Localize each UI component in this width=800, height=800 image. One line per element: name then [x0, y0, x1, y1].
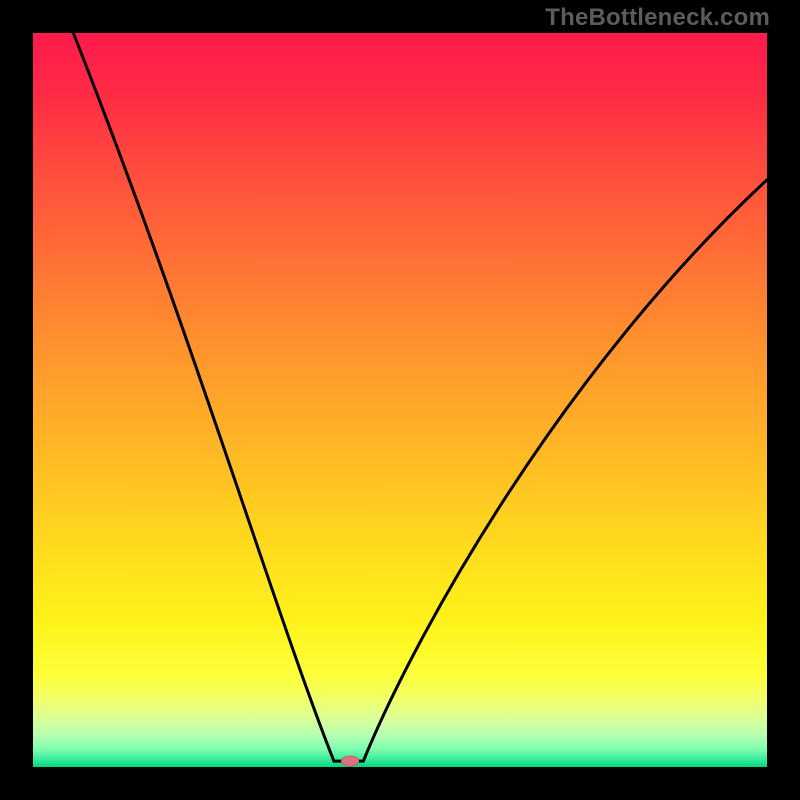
chart-canvas: [0, 0, 800, 800]
plot-background-gradient: [33, 33, 767, 767]
watermark-text: TheBottleneck.com: [545, 4, 770, 32]
valley-marker: [341, 756, 359, 766]
figure-container: TheBottleneck.com: [0, 0, 800, 800]
